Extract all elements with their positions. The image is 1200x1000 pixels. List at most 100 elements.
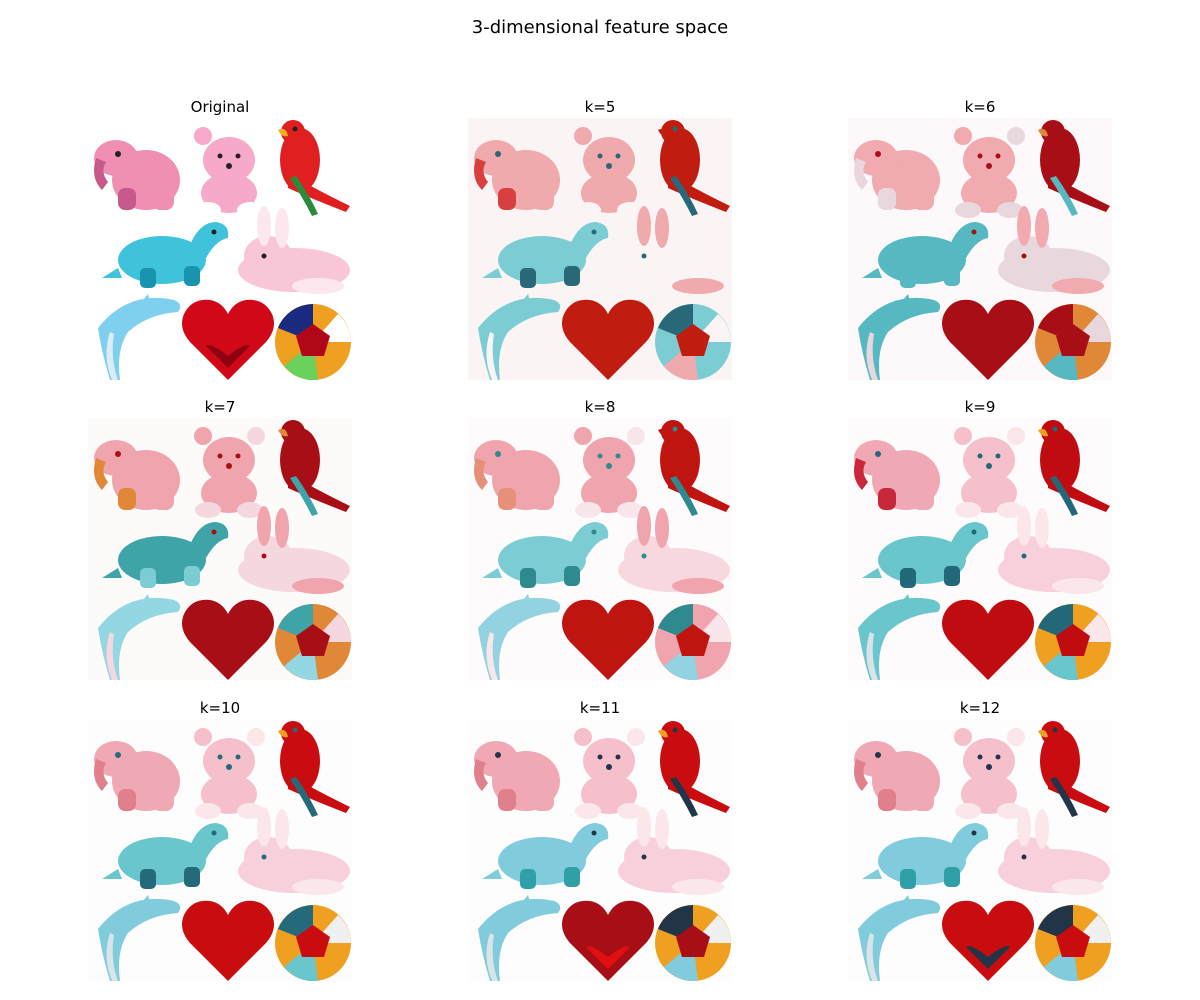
heart-toy <box>182 299 274 380</box>
parrot-toy <box>658 721 730 817</box>
bunny-toy <box>998 506 1110 594</box>
toy-collage-image <box>468 719 732 981</box>
teddy-bear-toy <box>954 127 1025 218</box>
dolphin-toy <box>478 294 561 380</box>
dinosaur-toy <box>102 823 229 889</box>
elephant-toy <box>94 440 180 510</box>
parrot-toy <box>278 721 350 817</box>
elephant-toy <box>474 741 560 811</box>
panel-k10: k=10 <box>88 697 352 981</box>
heart-toy <box>182 900 274 981</box>
toy-collage-image <box>468 418 732 680</box>
bunny-toy <box>998 807 1110 895</box>
parrot-toy <box>1038 120 1110 216</box>
bunny-toy <box>998 206 1110 294</box>
dinosaur-toy <box>862 522 989 588</box>
toy-collage-image <box>848 118 1112 380</box>
toy-collage-image <box>88 418 352 680</box>
bunny-toy <box>618 206 730 294</box>
panel-title: k=5 <box>584 98 616 116</box>
panel-title: k=12 <box>959 699 1001 717</box>
panel-k5: k=5 <box>468 96 732 380</box>
elephant-toy <box>854 140 940 210</box>
elephant-toy <box>854 440 940 510</box>
dinosaur-toy <box>862 222 989 288</box>
bunny-toy <box>618 807 730 895</box>
ball-toy <box>275 905 351 981</box>
dinosaur-toy <box>482 823 609 889</box>
dinosaur-toy <box>862 823 989 889</box>
bunny-toy <box>238 206 350 294</box>
toy-collage-image <box>88 118 352 380</box>
figure-title: 3-dimensional feature space <box>471 17 729 38</box>
teddy-bear-toy <box>574 427 645 518</box>
ball-toy <box>275 604 351 680</box>
ball-toy <box>655 604 731 680</box>
bunny-toy <box>618 506 730 594</box>
panel-title: k=9 <box>964 398 996 416</box>
ball-toy <box>655 905 731 981</box>
teddy-bear-toy <box>954 728 1025 819</box>
panel-title: k=7 <box>204 398 236 416</box>
toy-collage-image <box>848 719 1112 981</box>
heart-toy <box>942 599 1034 680</box>
panel-title: Original <box>190 98 250 116</box>
panel-k6: k=6 <box>848 96 1112 380</box>
parrot-toy <box>1038 721 1110 817</box>
dolphin-toy <box>98 294 181 380</box>
ball-toy <box>1035 604 1111 680</box>
parrot-toy <box>658 420 730 516</box>
elephant-toy <box>94 741 180 811</box>
elephant-toy <box>474 440 560 510</box>
ball-toy <box>275 304 351 380</box>
toy-collage-image <box>468 118 732 380</box>
panel-title: k=6 <box>964 98 996 116</box>
dolphin-toy <box>478 895 561 981</box>
panel-title: k=10 <box>199 699 241 717</box>
panel-original: Original <box>88 96 352 380</box>
heart-toy <box>562 599 654 680</box>
teddy-bear-toy <box>954 427 1025 518</box>
toy-collage-image <box>848 418 1112 680</box>
parrot-toy <box>1038 420 1110 516</box>
panel-k8: k=8 <box>468 396 732 680</box>
dolphin-toy <box>478 594 561 680</box>
dinosaur-toy <box>102 522 229 588</box>
dinosaur-toy <box>102 222 229 288</box>
teddy-bear-toy <box>194 728 265 819</box>
dolphin-toy <box>858 294 941 380</box>
dolphin-toy <box>98 895 181 981</box>
teddy-bear-toy <box>574 728 645 819</box>
toy-collage-image <box>88 719 352 981</box>
parrot-toy <box>278 120 350 216</box>
panel-k7: k=7 <box>88 396 352 680</box>
dolphin-toy <box>858 594 941 680</box>
elephant-toy <box>474 140 560 210</box>
teddy-bear-toy <box>574 127 645 218</box>
elephant-toy <box>854 741 940 811</box>
heart-toy <box>942 299 1034 380</box>
panel-k9: k=9 <box>848 396 1112 680</box>
heart-toy <box>562 299 654 380</box>
teddy-bear-toy <box>194 127 265 218</box>
panel-k12: k=12 <box>848 697 1112 981</box>
dolphin-toy <box>98 594 181 680</box>
parrot-toy <box>278 420 350 516</box>
heart-toy <box>562 900 654 981</box>
elephant-toy <box>94 140 180 210</box>
panel-title: k=8 <box>584 398 616 416</box>
panel-k11: k=11 <box>468 697 732 981</box>
dinosaur-toy <box>482 522 609 588</box>
teddy-bear-toy <box>194 427 265 518</box>
parrot-toy <box>658 120 730 216</box>
dinosaur-toy <box>482 222 609 288</box>
dolphin-toy <box>858 895 941 981</box>
ball-toy <box>1035 304 1111 380</box>
bunny-toy <box>238 807 350 895</box>
ball-toy <box>1035 905 1111 981</box>
heart-toy <box>942 900 1034 981</box>
panel-title: k=11 <box>579 699 621 717</box>
ball-toy <box>655 304 731 380</box>
heart-toy <box>182 599 274 680</box>
bunny-toy <box>238 506 350 594</box>
